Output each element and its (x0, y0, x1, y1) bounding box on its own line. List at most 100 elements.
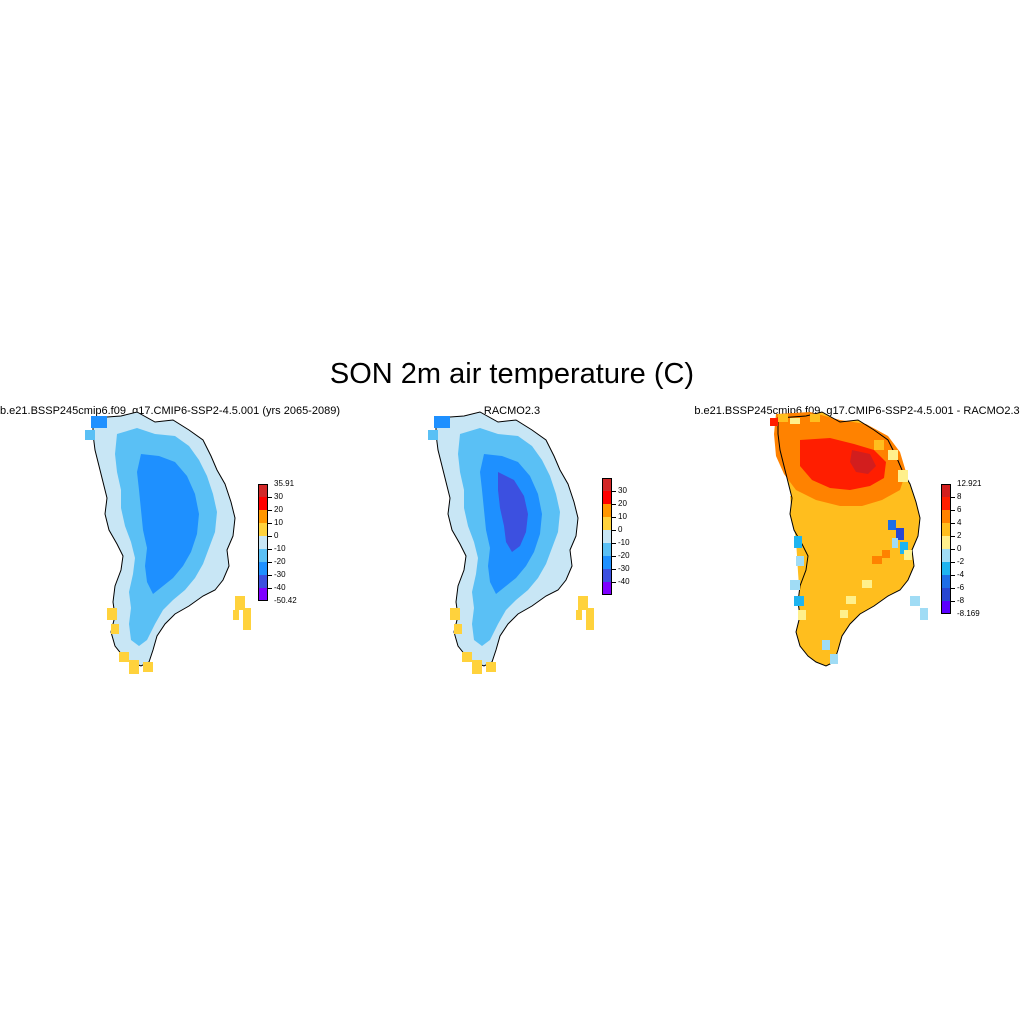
colorbar-swatch (258, 497, 268, 510)
grid-cell (794, 596, 804, 606)
colorbar-swatch (941, 523, 951, 536)
panel-title-model: b.e21.BSSP245cmip6.f09_g17.CMIP6-SSP2-4.… (0, 405, 340, 417)
grid-cell (434, 416, 450, 428)
colorbar-tick (268, 523, 272, 524)
grid-cell (898, 470, 908, 482)
grid-cell (790, 580, 800, 590)
colorbar-label: -30 (274, 570, 286, 579)
grid-cell (790, 418, 800, 424)
colorbar-swatch (258, 536, 268, 549)
colorbar-swatch (258, 484, 268, 497)
colorbar-tick (951, 575, 955, 576)
colorbar-tick (951, 549, 955, 550)
grid-cell (822, 640, 830, 650)
colorbar-swatch (941, 601, 951, 614)
colorbar-label: 20 (274, 505, 283, 514)
colorbar-tick (612, 491, 616, 492)
panel-title-obs: RACMO2.3 (483, 405, 541, 417)
colorbar-swatch (602, 478, 612, 491)
grid-cell (888, 520, 896, 530)
map-diff (770, 411, 928, 667)
colorbar-tick (612, 569, 616, 570)
colorbar-label: -20 (618, 551, 630, 560)
colorbar-swatch (602, 556, 612, 569)
grid-cell (235, 596, 245, 610)
colorbar-label: -50.42 (274, 596, 297, 605)
colorbar-label: 8 (957, 492, 962, 501)
colorbar-tick (268, 588, 272, 589)
colorbar-label: -40 (274, 583, 286, 592)
grid-cell (840, 610, 848, 618)
colorbar-label: -30 (618, 564, 630, 573)
colorbar-swatch (602, 569, 612, 582)
grid-cell (904, 550, 912, 560)
map-obs (428, 411, 594, 674)
colorbar-swatch (602, 517, 612, 530)
colorbar-label: 10 (274, 518, 283, 527)
colorbar-swatch (941, 588, 951, 601)
colorbar-label: 4 (957, 518, 962, 527)
colorbar-label: 0 (274, 531, 279, 540)
grid-cell (143, 662, 153, 672)
colorbar-swatch (258, 562, 268, 575)
colorbar-tick (612, 517, 616, 518)
grid-cell (450, 608, 460, 620)
grid-cell (814, 624, 822, 632)
map-model (85, 411, 251, 674)
colorbar-tick (268, 497, 272, 498)
grid-cell (586, 608, 594, 630)
colorbar-tick (268, 549, 272, 550)
colorbar-swatch (941, 536, 951, 549)
grid-cell (428, 430, 438, 440)
colorbar-tick (951, 562, 955, 563)
colorbar-tick (951, 601, 955, 602)
colorbar-tick (612, 530, 616, 531)
grid-cell (578, 596, 588, 610)
colorbar-label: -10 (618, 538, 630, 547)
colorbar-label: -40 (618, 577, 630, 586)
colorbar-label: -10 (274, 544, 286, 553)
colorbar-tick (612, 582, 616, 583)
colorbar-label: 2 (957, 531, 962, 540)
grid-cell (810, 414, 820, 422)
colorbar-tick (951, 588, 955, 589)
colorbar-frame (258, 484, 268, 601)
colorbar-label: -2 (957, 557, 965, 566)
grid-cell (119, 652, 129, 662)
grid-cell (896, 528, 904, 540)
colorbar-label: 10 (618, 512, 627, 521)
grid-cell (233, 610, 239, 620)
colorbar-tick (951, 510, 955, 511)
grid-cell (910, 596, 920, 606)
grid-cell (882, 550, 890, 558)
colorbar-frame (941, 484, 951, 614)
colorbar-label: -8.169 (957, 609, 980, 618)
colorbar-tick (268, 536, 272, 537)
grid-cell (862, 580, 872, 588)
coastline (435, 411, 579, 667)
colorbar-label: -20 (274, 557, 286, 566)
colorbar-tick (268, 510, 272, 511)
map-region (137, 454, 199, 594)
colorbar-swatch (602, 543, 612, 556)
grid-cell (900, 542, 908, 554)
grid-cell (798, 610, 806, 620)
grid-cell (846, 596, 856, 604)
map-region (850, 450, 876, 474)
grid-cell (920, 608, 928, 620)
colorbar-label: 6 (957, 505, 962, 514)
colorbar-label: 12.921 (957, 479, 982, 488)
colorbar-label: 30 (618, 486, 627, 495)
colorbar-swatch (602, 491, 612, 504)
colorbar-tick (268, 575, 272, 576)
grid-cell (770, 418, 778, 426)
colorbar-tick (951, 536, 955, 537)
map-region (790, 496, 898, 656)
grid-cell (872, 556, 882, 564)
grid-cell (486, 662, 496, 672)
colorbar-label: -4 (957, 570, 965, 579)
grid-cell (91, 416, 107, 428)
grid-cell (107, 608, 117, 620)
grid-cell (129, 660, 139, 674)
colorbar-swatch (941, 562, 951, 575)
